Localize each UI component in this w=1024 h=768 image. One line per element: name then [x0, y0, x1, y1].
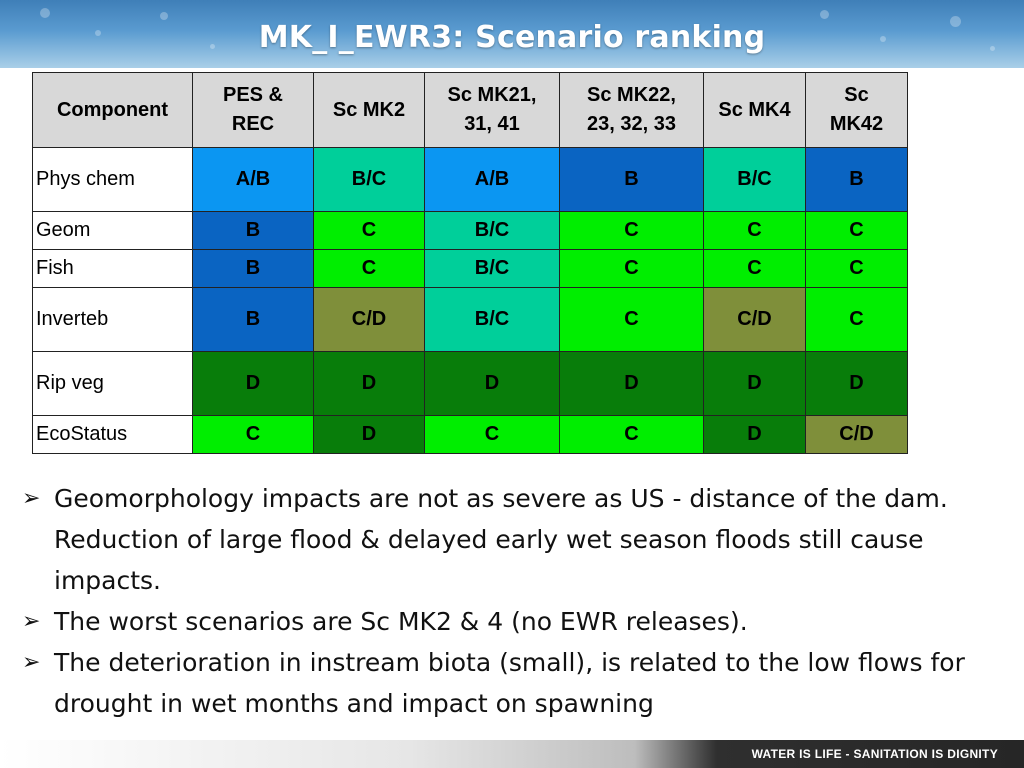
- ranking-cell: C: [424, 415, 560, 454]
- bullet-list: ➢ Geomorphology impacts are not as severe…: [22, 478, 1018, 724]
- ranking-cell: B/C: [424, 249, 560, 288]
- ranking-cell: D: [313, 351, 425, 416]
- sc-mk2-header: Sc MK2: [313, 72, 425, 148]
- footer-tagline: WATER IS LIFE - SANITATION IS DIGNITY: [751, 747, 998, 761]
- component-label: Geom: [32, 211, 193, 250]
- bullet-item: ➢ The deterioration in instream biota (sm…: [22, 642, 1018, 724]
- ranking-cell: B/C: [703, 147, 806, 212]
- ranking-cell: B: [559, 147, 704, 212]
- ranking-cell: A/B: [192, 147, 314, 212]
- sc-mk4-header: Sc MK4: [703, 72, 806, 148]
- ranking-cell: C: [805, 249, 908, 288]
- ranking-cell: C: [703, 249, 806, 288]
- table-row: Geom B C B/C C C C: [32, 211, 908, 250]
- ranking-cell: B/C: [424, 211, 560, 250]
- header-line: MK42: [829, 113, 884, 135]
- bullet-item: ➢ Geomorphology impacts are not as severe…: [22, 478, 1018, 601]
- header-line: Sc MK22,: [587, 84, 676, 106]
- ranking-cell: C/D: [703, 287, 806, 352]
- table-row: Rip veg D D D D D D: [32, 351, 908, 416]
- ranking-cell: D: [703, 415, 806, 454]
- ranking-cell: B: [192, 211, 314, 250]
- table-body: Phys chem A/B B/C A/B B B/C B Geom B C B/C C C C Fish B…: [32, 147, 908, 454]
- table-row: Fish B C B/C C C C: [32, 249, 908, 288]
- ranking-cell: C: [313, 249, 425, 288]
- ranking-cell: C: [192, 415, 314, 454]
- ranking-cell: C: [805, 211, 908, 250]
- header-line: Sc: [844, 84, 869, 106]
- bullet-text: The worst scenarios are Sc MK2 & 4 (no E…: [54, 607, 748, 636]
- ranking-cell: B: [192, 287, 314, 352]
- ranking-cell: C: [559, 287, 704, 352]
- ranking-cell: D: [703, 351, 806, 416]
- header-line: 31, 41: [464, 113, 520, 135]
- scenario-ranking-table: Component PES & REC Sc MK2 Sc MK21, 31, 41 Sc …: [32, 72, 908, 454]
- sc-mk22-header: Sc MK22, 23, 32, 33: [559, 72, 704, 148]
- ranking-cell: D: [559, 351, 704, 416]
- pes-rec-header: PES & REC: [192, 72, 314, 148]
- ranking-cell: C: [559, 415, 704, 454]
- table-row: Inverteb B C/D B/C C C/D C: [32, 287, 908, 352]
- table-row: Phys chem A/B B/C A/B B B/C B: [32, 147, 908, 212]
- component-label: Rip veg: [32, 351, 193, 416]
- bullet-text: Geomorphology impacts are not as severe …: [54, 484, 948, 595]
- table-header-row: Component PES & REC Sc MK2 Sc MK21, 31, 41 Sc …: [32, 72, 908, 148]
- component-label: Phys chem: [32, 147, 193, 212]
- component-header: Component: [32, 72, 193, 148]
- component-label: Fish: [32, 249, 193, 288]
- ranking-cell: A/B: [424, 147, 560, 212]
- arrow-bullet-icon: ➢: [22, 486, 41, 511]
- ranking-cell: C: [559, 211, 704, 250]
- ranking-cell: B: [192, 249, 314, 288]
- ranking-cell: C: [703, 211, 806, 250]
- ranking-cell: C: [313, 211, 425, 250]
- ranking-cell: D: [192, 351, 314, 416]
- header-line: Component: [56, 98, 169, 121]
- ranking-cell: B/C: [313, 147, 425, 212]
- header-line: 23, 32, 33: [587, 113, 676, 135]
- ranking-cell: B: [805, 147, 908, 212]
- sc-mk42-header: Sc MK42: [805, 72, 908, 148]
- bullet-item: ➢ The worst scenarios are Sc MK2 & 4 (no …: [22, 601, 1018, 642]
- ranking-cell: C: [805, 287, 908, 352]
- table-row: EcoStatus C D C C D C/D: [32, 415, 908, 454]
- header-line: Sc MK21,: [447, 84, 537, 106]
- header-line: REC: [231, 113, 275, 135]
- ranking-cell: D: [313, 415, 425, 454]
- header-line: Sc MK2: [332, 98, 406, 121]
- ranking-cell: C/D: [313, 287, 425, 352]
- component-label: Inverteb: [32, 287, 193, 352]
- header-line: PES &: [222, 84, 284, 106]
- footer-bar: WATER IS LIFE - SANITATION IS DIGNITY: [0, 740, 1024, 768]
- sc-mk21-header: Sc MK21, 31, 41: [424, 72, 560, 148]
- component-label: EcoStatus: [32, 415, 193, 454]
- header-line: Sc MK4: [718, 98, 791, 121]
- ranking-cell: D: [805, 351, 908, 416]
- header-banner: MK_I_EWR3: Scenario ranking: [0, 0, 1024, 68]
- page-title: MK_I_EWR3: Scenario ranking: [258, 20, 766, 55]
- ranking-cell: C/D: [805, 415, 908, 454]
- ranking-cell: D: [424, 351, 560, 416]
- arrow-bullet-icon: ➢: [22, 650, 41, 675]
- bullet-text: The deterioration in instream biota (sma…: [54, 648, 965, 718]
- ranking-cell: C: [559, 249, 704, 288]
- arrow-bullet-icon: ➢: [22, 609, 41, 634]
- ranking-cell: B/C: [424, 287, 560, 352]
